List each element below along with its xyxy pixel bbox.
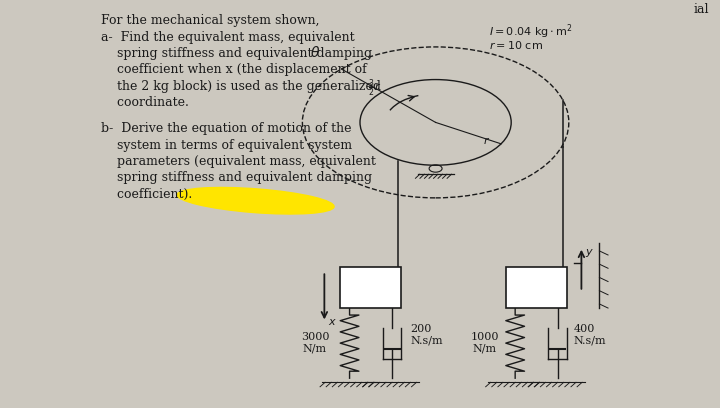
Text: spring stiffness and equivalent damping: spring stiffness and equivalent damping <box>101 47 372 60</box>
Text: $\theta$: $\theta$ <box>310 44 320 60</box>
Text: 1 kg: 1 kg <box>522 281 551 294</box>
Text: 400
N.s/m: 400 N.s/m <box>574 324 606 345</box>
Text: parameters (equivalent mass, equivalent: parameters (equivalent mass, equivalent <box>101 155 376 168</box>
Bar <box>341 267 402 308</box>
Text: 200
N.s/m: 200 N.s/m <box>410 324 443 345</box>
Text: coefficient when x (the displacement of: coefficient when x (the displacement of <box>101 63 366 76</box>
Text: $\frac{3}{2}r$: $\frac{3}{2}r$ <box>369 78 382 99</box>
Text: coordinate.: coordinate. <box>101 96 189 109</box>
Text: y: y <box>586 247 593 257</box>
Text: $r=10\ \mathrm{cm}$: $r=10\ \mathrm{cm}$ <box>489 39 543 51</box>
Ellipse shape <box>177 187 334 214</box>
Bar <box>505 267 567 308</box>
Text: the 2 kg block) is used as the generalized: the 2 kg block) is used as the generaliz… <box>101 80 381 93</box>
Text: spring stiffness and equivalent damping: spring stiffness and equivalent damping <box>101 171 372 184</box>
Text: coefficient).: coefficient). <box>101 188 192 201</box>
Text: For the mechanical system shown,: For the mechanical system shown, <box>101 14 319 27</box>
Text: a-  Find the equivalent mass, equivalent: a- Find the equivalent mass, equivalent <box>101 31 354 44</box>
Text: r: r <box>483 136 488 146</box>
Text: 2 kg: 2 kg <box>356 281 385 294</box>
Text: 1000
N/m: 1000 N/m <box>471 332 499 353</box>
Text: b-  Derive the equation of motion of the: b- Derive the equation of motion of the <box>101 122 351 135</box>
Text: 3000
N/m: 3000 N/m <box>301 332 329 353</box>
Text: $I=0.04\ \mathrm{kg\cdot m^2}$: $I=0.04\ \mathrm{kg\cdot m^2}$ <box>489 22 572 41</box>
Text: ial: ial <box>693 3 709 16</box>
Text: x: x <box>328 317 335 327</box>
Text: system in terms of equivalent system: system in terms of equivalent system <box>101 139 352 152</box>
